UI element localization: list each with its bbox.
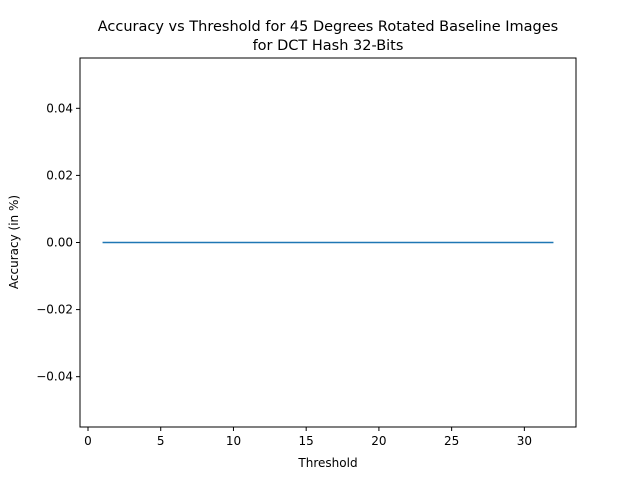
y-tick-label: 0.02 — [46, 168, 73, 182]
y-tick-label: −0.04 — [36, 370, 73, 384]
x-tick-label: 10 — [226, 434, 241, 448]
y-axis-label: Accuracy (in %) — [7, 195, 21, 289]
chart-subtitle: for DCT Hash 32-Bits — [253, 38, 404, 54]
y-tick-label: −0.02 — [36, 303, 73, 317]
x-tick-label: 0 — [84, 434, 92, 448]
x-tick-label: 5 — [157, 434, 165, 448]
x-tick-label: 15 — [299, 434, 314, 448]
y-tick-label: 0.04 — [46, 101, 73, 115]
x-axis-label: Threshold — [297, 456, 357, 470]
y-tick-label: 0.00 — [46, 236, 73, 250]
y-axis: −0.04 −0.02 0.00 0.02 0.04 — [36, 101, 80, 384]
x-tick-label: 25 — [444, 434, 459, 448]
chart-title: Accuracy vs Threshold for 45 Degrees Rot… — [98, 19, 559, 35]
x-axis: 0 5 10 15 20 25 30 — [84, 427, 532, 448]
x-tick-label: 20 — [371, 434, 386, 448]
x-tick-label: 30 — [517, 434, 532, 448]
